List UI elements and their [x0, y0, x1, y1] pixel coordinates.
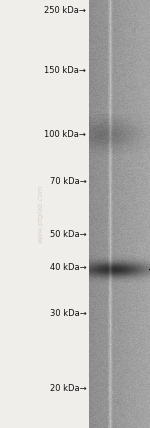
Text: 70 kDa→: 70 kDa→: [50, 177, 86, 187]
Text: 100 kDa→: 100 kDa→: [44, 130, 86, 140]
Text: 150 kDa→: 150 kDa→: [44, 66, 86, 75]
Text: 30 kDa→: 30 kDa→: [50, 309, 86, 318]
Text: 20 kDa→: 20 kDa→: [50, 384, 86, 393]
Text: 40 kDa→: 40 kDa→: [50, 263, 86, 272]
Text: www.ptglab.com: www.ptglab.com: [38, 184, 44, 244]
Text: 250 kDa→: 250 kDa→: [44, 6, 86, 15]
Text: 50 kDa→: 50 kDa→: [50, 230, 86, 239]
